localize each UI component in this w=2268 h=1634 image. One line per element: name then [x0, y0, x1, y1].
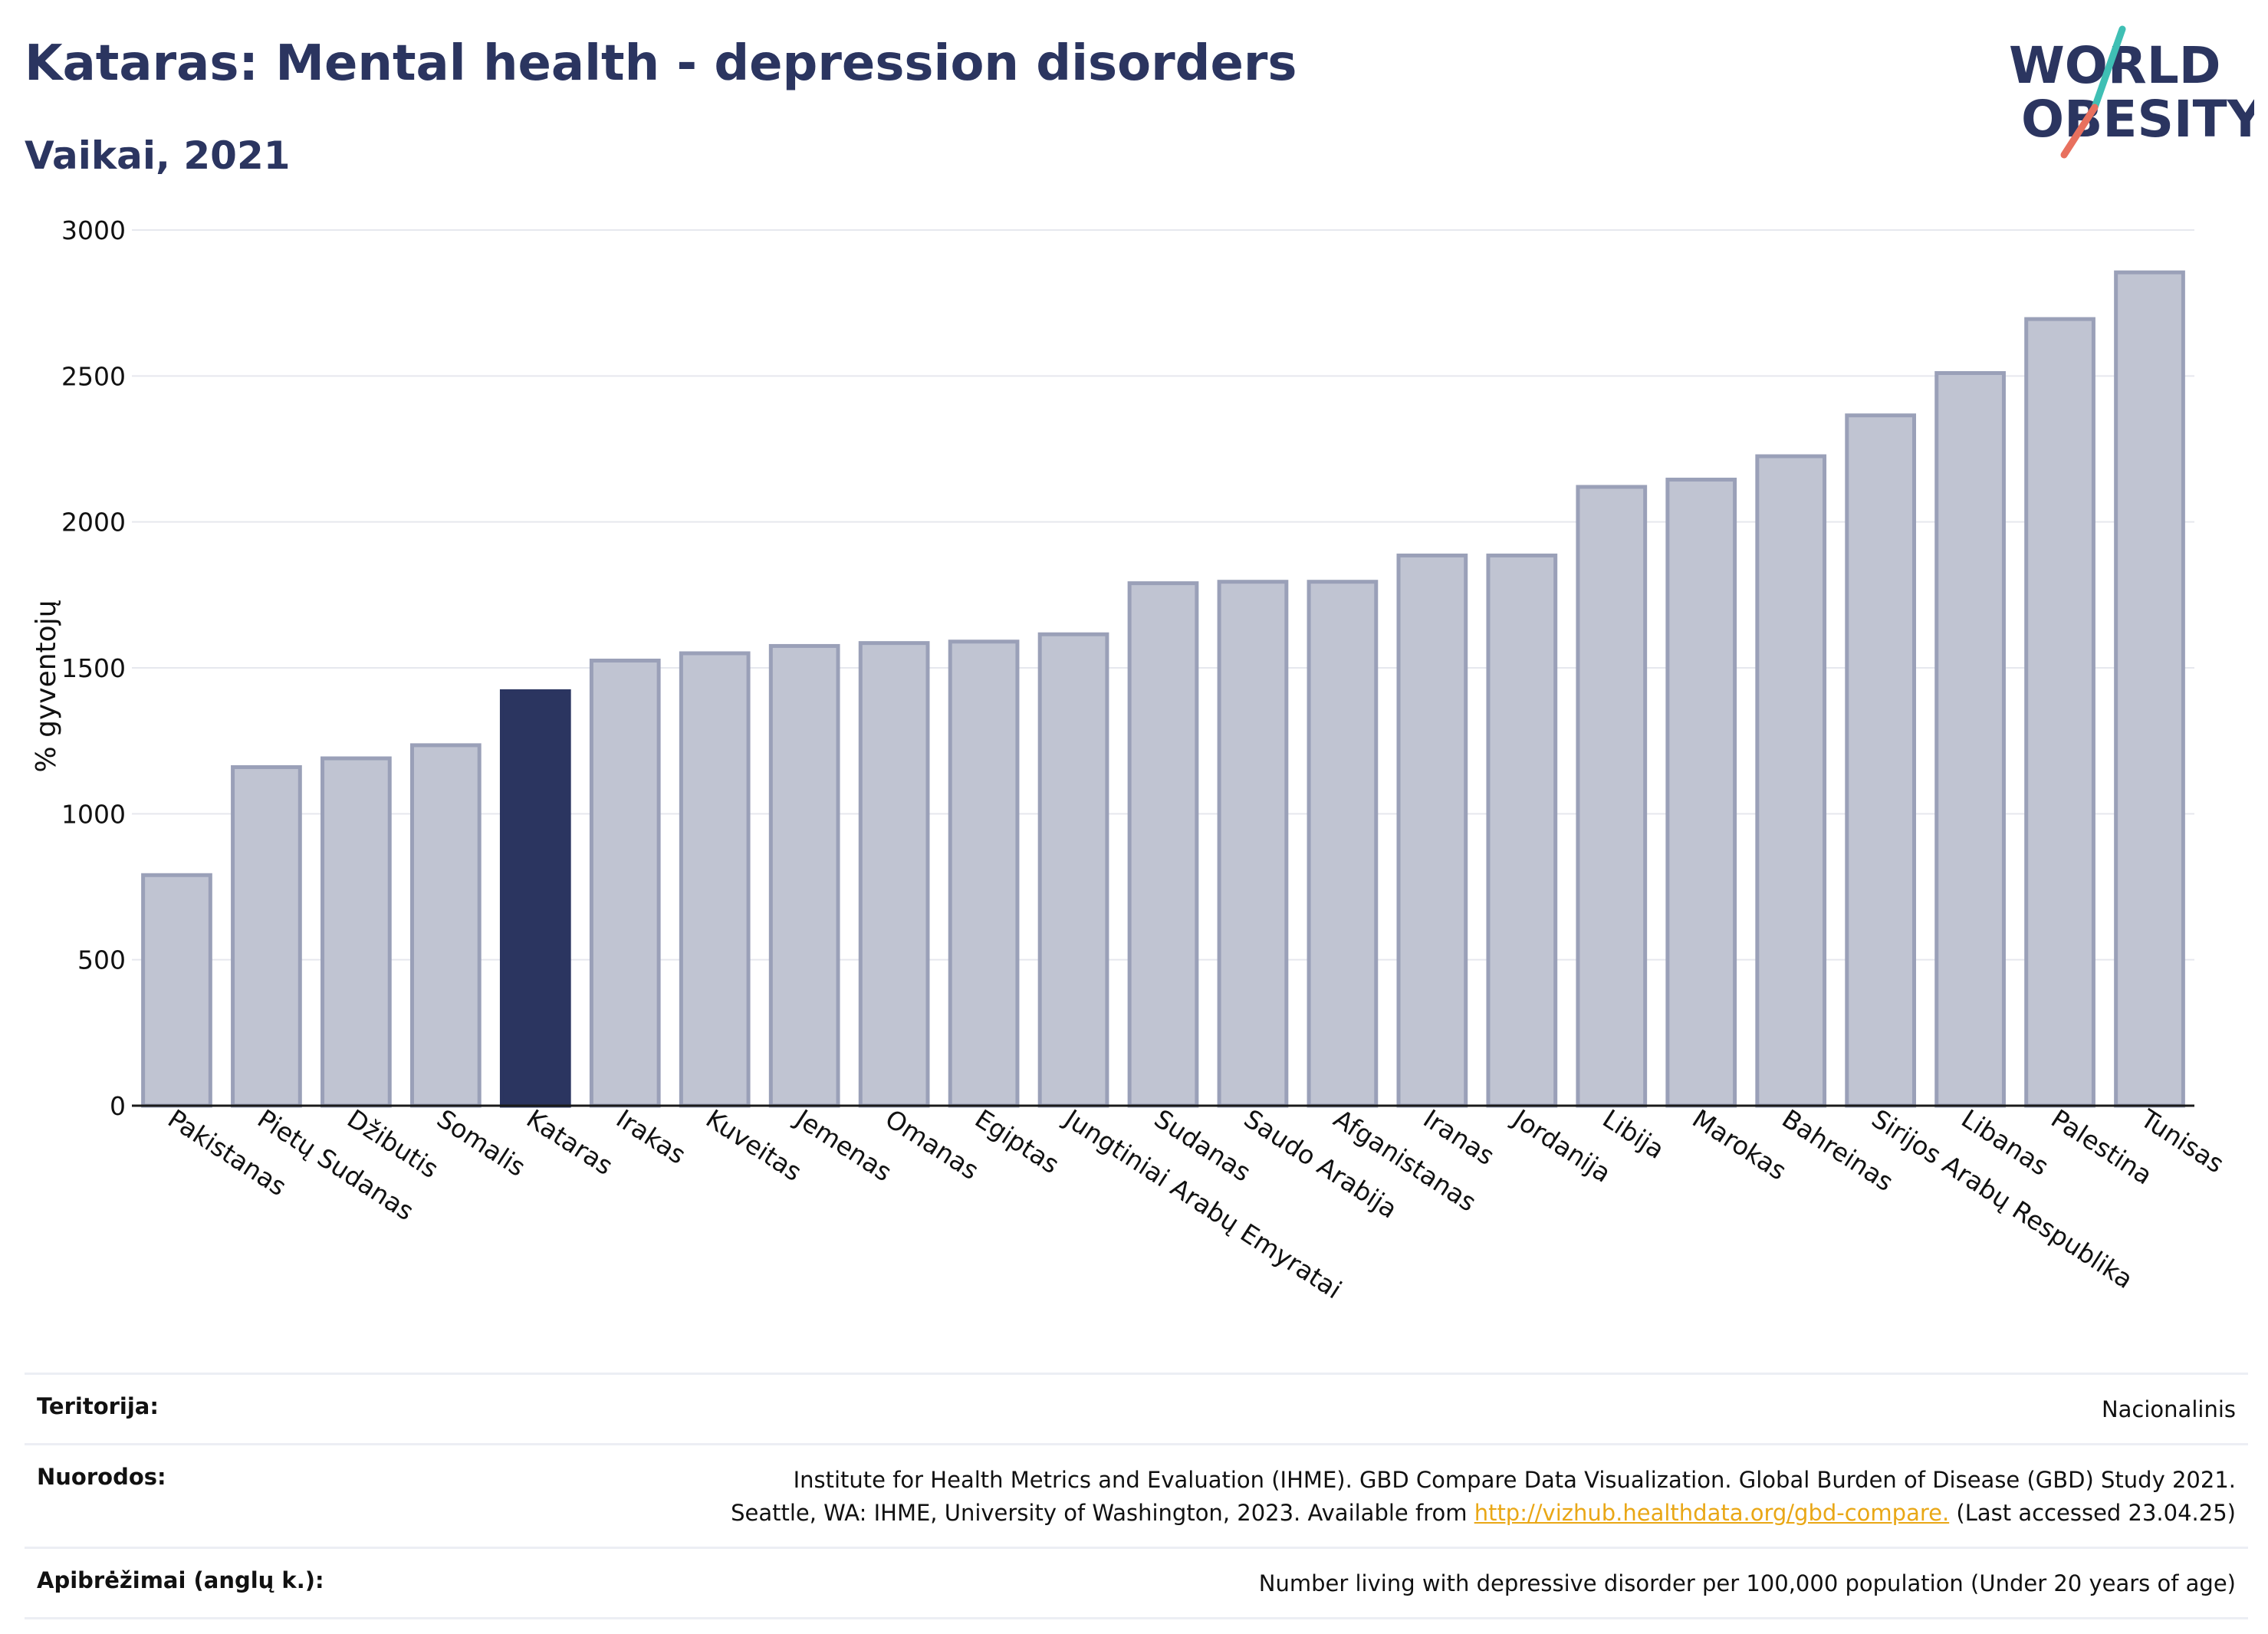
references-line-2: Seattle, WA: IHME, University of Washing…: [731, 1497, 2236, 1530]
territory-label: Teritorija:: [37, 1393, 159, 1419]
x-tick-label: Egiptas: [970, 1103, 1065, 1179]
bar-iranas: [1396, 553, 1468, 1108]
x-tick-label: Pietų Sudanas: [252, 1103, 419, 1226]
x-tick-label: Irakas: [611, 1103, 692, 1170]
bar-omanas: [858, 641, 930, 1108]
bar-sudanas: [1127, 581, 1199, 1108]
bar-jungtiniai-arabų-emyratai: [1037, 632, 1109, 1108]
bar-libanas: [1934, 371, 2006, 1108]
footer-row-definitions: Apibrėžimai (anglų k.): Number living wi…: [25, 1547, 2248, 1619]
chart-subtitle: Vaikai, 2021: [25, 133, 291, 178]
x-tick-label: Omanas: [880, 1103, 984, 1185]
logo-text-obesity: OBESITY: [2021, 90, 2254, 149]
bar-pietų-sudanas: [231, 764, 302, 1108]
references-label: Nuorodos:: [37, 1464, 166, 1490]
chart-title: Kataras: Mental health - depression diso…: [25, 35, 1297, 92]
y-tick-label: 3000: [61, 215, 126, 245]
logo-slash-coral: [2060, 104, 2099, 159]
bar-kataras: [499, 689, 571, 1108]
footer-row-territory: Teritorija: Nacionalinis: [25, 1373, 2248, 1443]
bar-libija: [1576, 485, 1648, 1108]
world-obesity-logo: WORLD OBESITY: [2009, 25, 2254, 159]
bar-palestina: [2024, 317, 2095, 1108]
bar-kuveitas: [679, 651, 751, 1108]
bar-marokas: [1665, 477, 1737, 1108]
y-axis-label: % gyventojų: [31, 600, 62, 772]
references-accessed: (Last accessed 23.04.25): [1949, 1500, 2236, 1526]
x-tick-label: Jemenas: [789, 1103, 897, 1187]
y-tick-label: 2000: [61, 508, 126, 538]
logo-slash-teal: [2091, 25, 2126, 111]
y-tick-label: 1000: [61, 799, 126, 829]
bar-afganistanas: [1307, 580, 1379, 1108]
footer-row-references: Nuorodos: Institute for Health Metrics a…: [25, 1443, 2248, 1547]
references-line-1: Institute for Health Metrics and Evaluat…: [793, 1467, 2236, 1493]
references-link[interactable]: http://vizhub.healthdata.org/gbd-compare…: [1474, 1500, 1950, 1526]
bar-džibutis: [320, 756, 392, 1108]
bar-sirijos-arabų-respublika: [1845, 413, 1917, 1108]
bar-saudo-arabija: [1217, 580, 1289, 1108]
references-value: Institute for Health Metrics and Evaluat…: [731, 1464, 2236, 1530]
y-tick-label: 2500: [61, 361, 126, 391]
bars: [141, 270, 2185, 1108]
bar-pakistanas: [141, 873, 212, 1108]
definitions-value: Number living with depressive disorder p…: [1258, 1570, 2236, 1596]
x-tick-label: Palestina: [2046, 1103, 2158, 1191]
bar-somalis: [409, 743, 482, 1108]
x-tick-label: Kataras: [521, 1103, 618, 1181]
x-tick-label: Somalis: [432, 1103, 531, 1182]
footer-table: Teritorija: Nacionalinis Nuorodos: Insti…: [25, 1373, 2248, 1619]
bar-egiptas: [948, 639, 1020, 1108]
bar-jordanija: [1486, 553, 1558, 1108]
bar-bahreinas: [1755, 454, 1827, 1108]
x-tick-label: Marokas: [1687, 1103, 1792, 1186]
y-tick-labels: 0 500 1000 1500 2000 2500 3000: [61, 215, 126, 1121]
y-tick-label: 500: [77, 945, 126, 975]
territory-value: Nacionalinis: [2101, 1396, 2236, 1422]
references-line-2-text: Seattle, WA: IHME, University of Washing…: [731, 1500, 1474, 1526]
x-tick-label: Kuveitas: [701, 1103, 807, 1187]
bar-irakas: [589, 658, 661, 1108]
bar-tunisas: [2114, 270, 2185, 1108]
x-tick-label: Jordanija: [1507, 1103, 1616, 1189]
bar-jemenas: [768, 643, 840, 1108]
bar-chart: 0 500 1000 1500 2000 2500 3000 PakistanasPietų…: [31, 215, 2230, 1305]
definitions-label: Apibrėžimai (anglų k.):: [37, 1567, 324, 1593]
x-tick-label: Libija: [1597, 1103, 1669, 1165]
x-tick-label: Saudo Arabija: [1239, 1103, 1403, 1225]
y-tick-label: 0: [110, 1091, 126, 1121]
y-tick-label: 1500: [61, 653, 126, 683]
